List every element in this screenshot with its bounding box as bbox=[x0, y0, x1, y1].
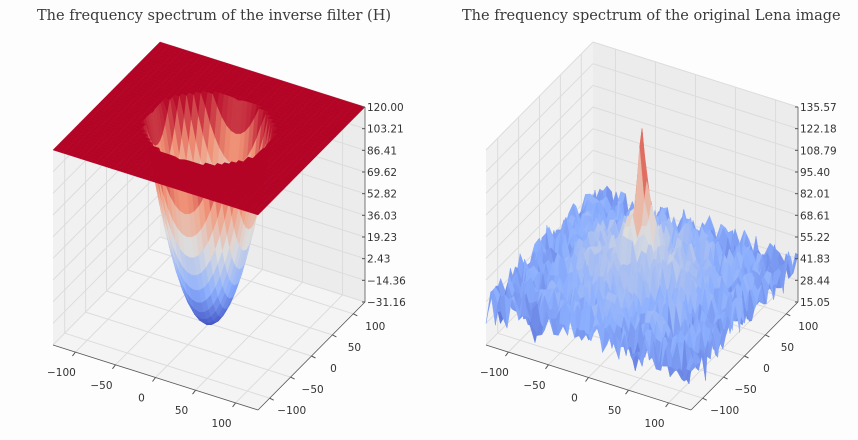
y-tick-label: −50 bbox=[302, 384, 324, 396]
z-tick-label: 108.79 bbox=[800, 145, 837, 157]
y-tick bbox=[269, 397, 274, 401]
z-tick-label: 86.41 bbox=[367, 145, 397, 157]
z-tick-label: 95.40 bbox=[800, 167, 830, 179]
y-tick-label: 0 bbox=[763, 363, 770, 375]
z-tick-label: −14.36 bbox=[367, 275, 406, 287]
y-tick bbox=[702, 397, 707, 401]
z-gridline bbox=[52, 214, 161, 324]
z-gridline bbox=[485, 63, 594, 173]
x-tick-label: 100 bbox=[645, 418, 665, 430]
y-tick bbox=[786, 313, 791, 317]
x-tick-label: −100 bbox=[480, 367, 509, 379]
z-tick-label: 103.21 bbox=[367, 124, 404, 136]
z-gridline bbox=[485, 171, 594, 281]
y-tick-label: 100 bbox=[798, 321, 818, 333]
z-tick-label: −31.16 bbox=[367, 297, 406, 309]
y-tick bbox=[353, 313, 358, 317]
x-tick-label: 0 bbox=[571, 393, 578, 405]
z-gridline bbox=[52, 236, 161, 346]
z-tick-label: 69.62 bbox=[367, 167, 397, 179]
y-gridline bbox=[85, 311, 291, 378]
x-tick bbox=[192, 389, 196, 395]
y-tick bbox=[765, 334, 770, 338]
x-tick bbox=[72, 351, 76, 357]
z-gridline bbox=[592, 128, 799, 195]
y-tick-label: −50 bbox=[735, 384, 757, 396]
z-gridline bbox=[485, 84, 594, 194]
z-tick-label: 36.03 bbox=[367, 210, 397, 222]
y-tick bbox=[332, 334, 337, 338]
y-tick-label: −100 bbox=[710, 405, 739, 417]
z-gridline bbox=[52, 193, 161, 303]
z-tick-label: 82.01 bbox=[800, 189, 830, 201]
x-tick-label: 50 bbox=[608, 405, 621, 417]
x-tick bbox=[505, 351, 509, 357]
z-gridline bbox=[592, 149, 799, 216]
z-gridline bbox=[52, 171, 161, 281]
x-tick-label: −50 bbox=[523, 380, 545, 392]
z-gridline bbox=[485, 41, 594, 151]
x-tick bbox=[665, 402, 669, 408]
plot-1: −100 −50 0 50 100 −100 −50 0 50 100 15.05 28.44 41.8… bbox=[480, 41, 837, 430]
z-tick-label: 15.05 bbox=[800, 297, 830, 309]
surface-facet bbox=[686, 354, 694, 371]
z-gridline bbox=[592, 63, 799, 130]
x-tick-label: 50 bbox=[175, 405, 188, 417]
x-tick bbox=[625, 389, 629, 395]
z-tick-label: 52.82 bbox=[367, 189, 397, 201]
y-tick bbox=[311, 355, 316, 359]
z-gridline bbox=[592, 106, 799, 173]
z-gridline bbox=[592, 171, 799, 238]
left-chart-title: The frequency spectrum of the inverse fi… bbox=[37, 8, 392, 24]
y-tick-label: −100 bbox=[277, 405, 306, 417]
z-gridline bbox=[485, 149, 594, 259]
y-tick-label: 0 bbox=[330, 363, 337, 375]
x-tick bbox=[152, 377, 156, 382]
x-tick bbox=[232, 402, 236, 408]
z-tick-label: 28.44 bbox=[800, 275, 830, 287]
z-tick-label: 120.00 bbox=[367, 102, 404, 114]
x-tick-label: −50 bbox=[90, 380, 112, 392]
z-tick-label: 41.83 bbox=[800, 254, 830, 266]
y-tick-label: 50 bbox=[781, 342, 794, 354]
surface-facet bbox=[252, 210, 261, 216]
z-tick-label: 122.18 bbox=[800, 124, 837, 136]
y-tick bbox=[290, 376, 295, 380]
z-tick-label: 19.23 bbox=[367, 232, 397, 244]
y-tick-label: 50 bbox=[348, 342, 361, 354]
z-gridline bbox=[485, 106, 594, 216]
x-tick bbox=[545, 364, 549, 370]
y-tick bbox=[744, 355, 749, 359]
z-tick-label: 55.22 bbox=[800, 232, 830, 244]
x-tick-label: 100 bbox=[212, 418, 232, 430]
plot-0: −100 −50 0 50 100 −100 −50 0 50 100 −31.16 −14.36 2.… bbox=[47, 41, 406, 430]
x-tick-label: 0 bbox=[138, 393, 145, 405]
z-tick-label: 135.57 bbox=[800, 102, 837, 114]
z-tick-label: 68.61 bbox=[800, 210, 830, 222]
z-gridline bbox=[592, 41, 799, 108]
y-gridline bbox=[497, 332, 703, 399]
z-tick-label: 2.43 bbox=[367, 254, 390, 266]
z-gridline bbox=[592, 84, 799, 151]
y-tick bbox=[723, 376, 728, 380]
x-tick bbox=[585, 377, 589, 382]
right-chart-title: The frequency spectrum of the original L… bbox=[462, 8, 841, 24]
y-gridline bbox=[64, 332, 270, 399]
x-tick bbox=[112, 364, 116, 370]
x-tick-label: −100 bbox=[47, 367, 76, 379]
y-tick-label: 100 bbox=[365, 321, 385, 333]
z-gridline bbox=[485, 128, 594, 238]
